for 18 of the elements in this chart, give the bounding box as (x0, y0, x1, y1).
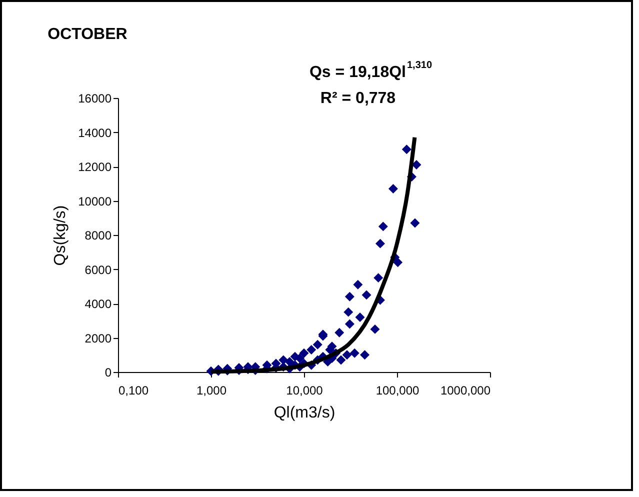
y-axis-title: Qs(kg/s) (52, 205, 70, 266)
y-tick-label: 8000 (84, 228, 112, 242)
y-tick-label: 4000 (84, 297, 112, 311)
y-tick-label: 0 (104, 366, 112, 380)
x-tick-label: 10,000 (286, 384, 324, 398)
y-tick-label: 12000 (78, 160, 112, 174)
y-tick-label: 16000 (78, 92, 112, 106)
y-tick-label: 10000 (78, 194, 112, 208)
y-tick-label: 14000 (78, 126, 112, 140)
x-tick-label: 100,000 (376, 384, 420, 398)
x-tick-label: 0,100 (118, 384, 149, 398)
x-tick-label: 1000,000 (440, 384, 491, 398)
y-tick-label: 6000 (84, 262, 112, 277)
annotation: R² = 0,778 (320, 90, 396, 107)
x-tick-label: 1,000 (196, 384, 227, 398)
chart-title: OCTOBER (48, 26, 128, 43)
y-tick-label: 2000 (84, 331, 112, 346)
x-axis-title: Ql(m3/s) (274, 404, 336, 422)
